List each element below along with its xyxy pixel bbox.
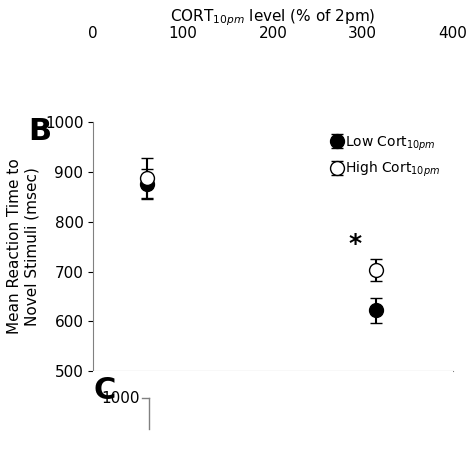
X-axis label: Stimulus Repeat: Stimulus Repeat: [196, 405, 350, 423]
Text: C: C: [93, 376, 116, 405]
Text: B: B: [28, 117, 52, 146]
Text: *: *: [348, 232, 361, 256]
Y-axis label: Mean Reaction Time to
Novel Stimuli (msec): Mean Reaction Time to Novel Stimuli (mse…: [7, 159, 39, 335]
Legend: Low Cort$_{10pm}$, High Cort$_{10pm}$: Low Cort$_{10pm}$, High Cort$_{10pm}$: [328, 129, 446, 184]
Text: 1000: 1000: [101, 391, 140, 406]
X-axis label: CORT$_{10pm}$ level (% of 2pm): CORT$_{10pm}$ level (% of 2pm): [170, 7, 375, 27]
